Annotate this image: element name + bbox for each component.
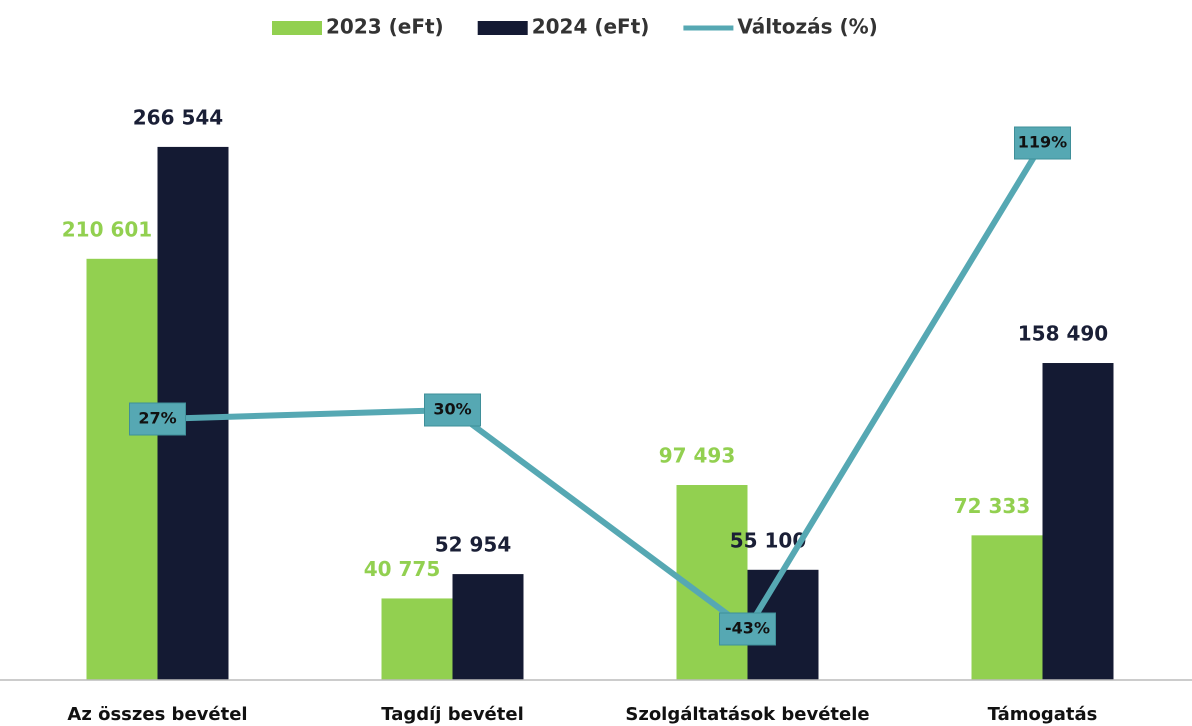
x-tick-label: Szolgáltatások bevétele: [625, 704, 869, 725]
line: [157, 141, 1046, 632]
data-label: 72 333: [954, 494, 1031, 518]
data-label: 30%: [433, 400, 471, 419]
legend-label: 2023 (eFt): [326, 15, 444, 39]
legend-label: 2024 (eFt): [532, 15, 650, 39]
data-label-box: [1014, 126, 1071, 160]
data-label: -43%: [725, 619, 770, 638]
data-label-box: [129, 402, 186, 436]
legend-swatch: [272, 21, 322, 35]
data-label: 119%: [1018, 133, 1067, 152]
legend-label: Változás (%): [737, 15, 877, 39]
bar: [452, 574, 524, 680]
data-label-box: [424, 393, 481, 427]
data-label: 27%: [138, 409, 176, 428]
bar: [1042, 363, 1114, 680]
data-label: 52 954: [435, 533, 512, 557]
x-tick-label: Támogatás: [988, 704, 1098, 725]
bar: [381, 598, 453, 680]
bar: [971, 535, 1043, 680]
data-label: 266 544: [133, 105, 223, 129]
data-label: 158 490: [1018, 322, 1108, 346]
x-tick-label: Az összes bevétel: [67, 704, 247, 725]
data-label-box: [719, 612, 776, 646]
bar: [86, 258, 158, 680]
legend-swatch: [477, 21, 528, 35]
data-label: 210 601: [62, 217, 152, 241]
data-label: 40 775: [364, 557, 441, 581]
x-tick-label: Tagdíj bevétel: [381, 704, 524, 725]
data-label: 97 493: [659, 444, 736, 468]
